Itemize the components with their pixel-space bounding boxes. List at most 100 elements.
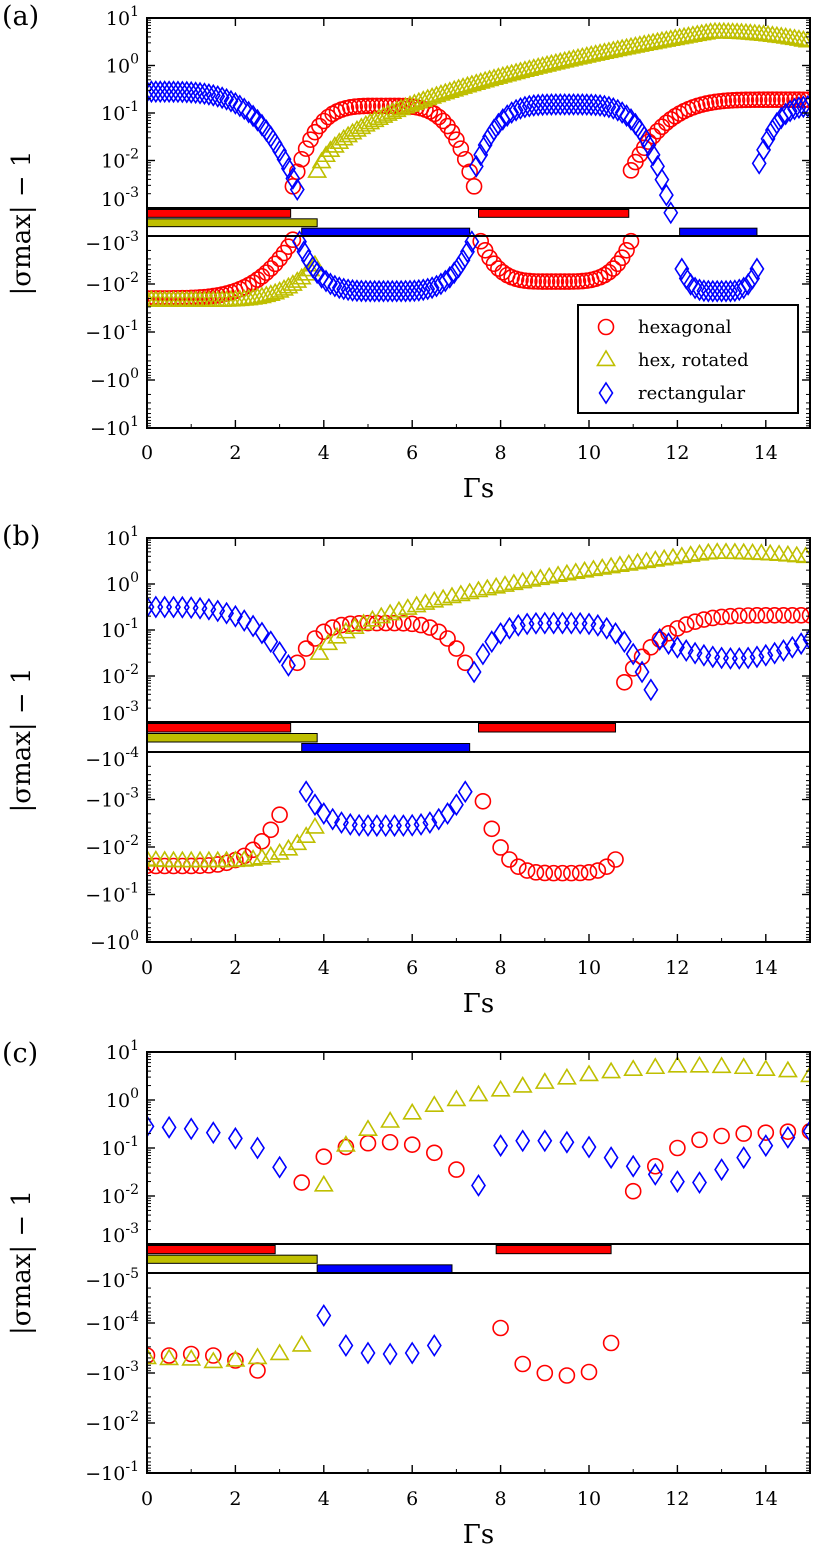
data-point-hexagonal bbox=[764, 91, 781, 109]
data-point-hexagonal bbox=[580, 864, 598, 881]
data-point-hexagonal bbox=[182, 1345, 200, 1363]
data-point-rectangular bbox=[406, 279, 422, 303]
data-point-hexagonal bbox=[713, 1127, 730, 1145]
data-point-hexagonal bbox=[456, 150, 474, 168]
data-point-hex-rotated bbox=[291, 267, 312, 285]
data-point-rectangular bbox=[557, 92, 573, 116]
y-tick-label: −10-3 bbox=[85, 229, 139, 255]
y-tick-label: −10-2 bbox=[85, 270, 139, 296]
data-point-hex-rotated bbox=[457, 75, 478, 93]
data-point-rectangular bbox=[504, 101, 520, 125]
data-point-rectangular bbox=[749, 645, 765, 669]
data-point-hexagonal bbox=[403, 1136, 421, 1153]
data-point-rectangular bbox=[482, 125, 498, 149]
data-point-hex-rotated bbox=[388, 600, 409, 618]
data-point-rectangular bbox=[787, 97, 802, 121]
data-point-hexagonal bbox=[733, 91, 750, 109]
data-point-hex-rotated bbox=[373, 106, 394, 123]
y-tick-label: −10-4 bbox=[85, 745, 139, 771]
data-point-hex-rotated bbox=[800, 1065, 810, 1083]
data-point-hexagonal bbox=[439, 630, 456, 647]
data-point-hexagonal bbox=[649, 122, 666, 140]
data-point-rectangular bbox=[601, 95, 617, 119]
data-point-hex-rotated bbox=[278, 276, 299, 294]
data-point-hexagonal bbox=[677, 616, 695, 633]
data-point-hex-rotated bbox=[468, 1084, 489, 1102]
data-point-hex-rotated bbox=[305, 254, 325, 272]
data-point-rectangular bbox=[663, 201, 679, 225]
data-point-rectangular bbox=[583, 93, 599, 117]
data-point-rectangular bbox=[236, 97, 252, 121]
data-point-rectangular bbox=[740, 646, 756, 670]
data-point-hexagonal bbox=[448, 640, 465, 657]
data-point-rectangular bbox=[709, 279, 725, 303]
data-point-hexagonal bbox=[516, 272, 534, 289]
x-tick-label: 4 bbox=[318, 1488, 330, 1510]
data-point-rectangular bbox=[148, 80, 164, 104]
data-point-hexagonal bbox=[704, 609, 722, 627]
data-point-rectangular bbox=[285, 167, 301, 190]
data-point-hex-rotated bbox=[506, 62, 527, 80]
x-tick-label: 10 bbox=[577, 442, 601, 464]
data-point-rectangular bbox=[652, 627, 668, 651]
data-point-rectangular bbox=[572, 611, 588, 635]
x-tick-label: 2 bbox=[229, 1488, 241, 1510]
y-tick-label: 101 bbox=[106, 524, 139, 550]
data-point-rectangular bbox=[280, 156, 296, 180]
data-point-rectangular bbox=[714, 279, 730, 303]
data-point-rectangular bbox=[636, 125, 652, 149]
legend-marker bbox=[597, 318, 615, 336]
data-point-hexagonal bbox=[461, 163, 478, 181]
data-point-hex-rotated bbox=[446, 1089, 467, 1107]
data-point-hex-rotated bbox=[528, 57, 549, 74]
data-point-rectangular bbox=[769, 111, 785, 135]
data-point-hexagonal bbox=[529, 273, 547, 290]
y-tick-label: −101 bbox=[90, 414, 139, 440]
data-point-hexagonal bbox=[565, 273, 582, 290]
data-point-hexagonal bbox=[527, 864, 545, 881]
data-point-hexagonal bbox=[602, 1334, 620, 1352]
data-point-rectangular bbox=[327, 274, 343, 298]
upper-axes-frame bbox=[146, 1051, 811, 1245]
data-point-rectangular bbox=[349, 279, 365, 303]
data-point-rectangular bbox=[722, 646, 738, 670]
y-tick-label: −10-2 bbox=[85, 1409, 139, 1435]
data-point-hex-rotated bbox=[769, 544, 790, 562]
chart-panel-c: (c) 0 2 4 6 8 10 12 14 Γs 101 100 10-1 10-2 10-3 −10-5 −… bbox=[2, 1038, 811, 1546]
data-point-hexagonal bbox=[551, 273, 569, 290]
data-point-hexagonal bbox=[271, 806, 288, 824]
data-point-rectangular bbox=[530, 93, 546, 117]
data-point-hexagonal bbox=[556, 273, 573, 290]
x-tick-label: 0 bbox=[141, 1488, 153, 1510]
data-point-rectangular bbox=[422, 811, 438, 835]
data-point-rectangular bbox=[764, 118, 780, 142]
data-point-rectangular bbox=[692, 1171, 707, 1195]
y-tick-label: −100 bbox=[90, 366, 139, 392]
data-point-rectangular bbox=[468, 154, 484, 178]
data-point-hexagonal bbox=[691, 1131, 708, 1149]
data-markers bbox=[147, 21, 810, 308]
data-point-hex-rotated bbox=[793, 29, 810, 47]
data-point-hexagonal bbox=[465, 178, 483, 195]
data-point-hexagonal bbox=[403, 615, 421, 633]
data-point-hex-rotated bbox=[497, 64, 518, 82]
data-point-rectangular bbox=[519, 612, 535, 636]
y-tick-label: −10-1 bbox=[85, 318, 139, 344]
data-point-hexagonal bbox=[430, 108, 448, 126]
data-point-rectangular bbox=[780, 1125, 796, 1149]
data-point-hexagonal bbox=[492, 839, 509, 856]
data-point-rectangular bbox=[188, 81, 204, 105]
x-tick-label: 8 bbox=[495, 442, 507, 464]
data-point-hex-rotated bbox=[514, 60, 535, 78]
data-point-rectangular bbox=[625, 1154, 641, 1178]
data-point-rectangular bbox=[424, 276, 440, 300]
data-point-hex-rotated bbox=[645, 1057, 666, 1075]
data-point-hexagonal bbox=[759, 91, 777, 109]
data-point-hex-rotated bbox=[269, 1343, 290, 1361]
data-point-hex-rotated bbox=[344, 617, 365, 635]
data-markers bbox=[147, 542, 810, 882]
data-point-hex-rotated bbox=[492, 65, 513, 83]
y-tick-label: −10-2 bbox=[85, 833, 139, 859]
data-point-hexagonal bbox=[240, 276, 257, 294]
data-point-hexagonal bbox=[616, 673, 633, 691]
